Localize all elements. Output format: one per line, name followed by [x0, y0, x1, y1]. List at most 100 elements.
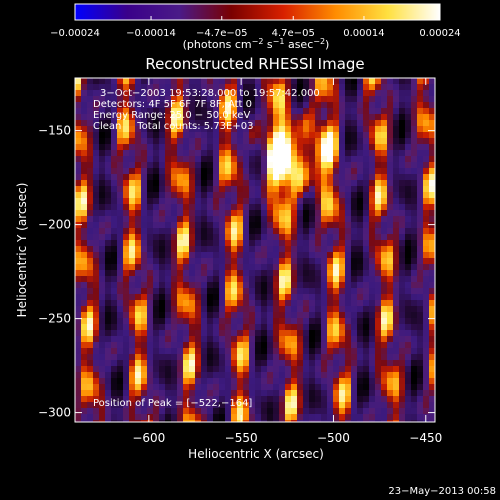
heatmap-cell [129, 132, 136, 139]
heatmap-cell [375, 210, 382, 217]
heatmap-cell [405, 246, 412, 253]
heatmap-cell [405, 288, 412, 295]
heatmap-cell [213, 162, 220, 169]
heatmap-cell [345, 210, 352, 217]
heatmap-cell [159, 138, 166, 145]
heatmap-cell [333, 342, 340, 349]
heatmap-cell [261, 120, 268, 127]
heatmap-cell [87, 210, 94, 217]
heatmap-cell [189, 312, 196, 319]
heatmap-cell [99, 348, 106, 355]
heatmap-cell [375, 336, 382, 343]
heatmap-cell [99, 78, 106, 85]
heatmap-cell [267, 330, 274, 337]
heatmap-cell [81, 276, 88, 283]
heatmap-cell [411, 318, 418, 325]
heatmap-cell [75, 90, 82, 97]
heatmap-cell [123, 294, 130, 301]
heatmap-cell [399, 300, 406, 307]
heatmap-cell [219, 84, 226, 91]
heatmap-cell [327, 420, 334, 422]
heatmap-cell [381, 168, 388, 175]
heatmap-cell [249, 270, 256, 277]
heatmap-cell [183, 342, 190, 349]
heatmap-cell [363, 78, 370, 85]
heatmap-cell [177, 168, 184, 175]
heatmap-cell [387, 336, 394, 343]
heatmap-cell [375, 258, 382, 265]
heatmap-cell [357, 408, 364, 415]
heatmap-cell [213, 402, 220, 409]
heatmap-cell [309, 114, 316, 121]
heatmap-cell [339, 192, 346, 199]
heatmap-cell [387, 342, 394, 349]
heatmap-cell [423, 258, 430, 265]
heatmap-cell [141, 270, 148, 277]
heatmap-cell [267, 276, 274, 283]
heatmap-cell [285, 234, 292, 241]
heatmap-cell [393, 348, 400, 355]
heatmap-cell [111, 228, 118, 235]
heatmap-cell [393, 378, 400, 385]
heatmap-cell [147, 192, 154, 199]
heatmap-cell [327, 336, 334, 343]
heatmap-cell [225, 144, 232, 151]
heatmap-cell [387, 78, 394, 85]
heatmap-cell [201, 210, 208, 217]
heatmap-cell [165, 102, 172, 109]
heatmap-cell [303, 162, 310, 169]
heatmap-cell [201, 168, 208, 175]
heatmap-cell [339, 378, 346, 385]
heatmap-cell [195, 84, 202, 91]
heatmap-cell [411, 312, 418, 319]
heatmap-cell [81, 84, 88, 91]
heatmap-cell [81, 102, 88, 109]
heatmap-cell [351, 144, 358, 151]
heatmap-cell [171, 78, 178, 85]
heatmap-cell [273, 162, 280, 169]
heatmap-cell [135, 84, 142, 91]
heatmap-cell [411, 354, 418, 361]
heatmap-cell [321, 180, 328, 187]
heatmap-cell [309, 84, 316, 91]
heatmap-cell [93, 288, 100, 295]
heatmap-cell [165, 336, 172, 343]
heatmap-cell [111, 396, 118, 403]
heatmap-cell [201, 162, 208, 169]
heatmap-cell [135, 168, 142, 175]
heatmap-cell [309, 186, 316, 193]
heatmap-cell [297, 264, 304, 271]
heatmap-cell [93, 234, 100, 241]
heatmap-cell [141, 144, 148, 151]
heatmap-cell [387, 390, 394, 397]
heatmap-cell [123, 354, 130, 361]
heatmap-cell [357, 198, 364, 205]
heatmap-cell [405, 390, 412, 397]
heatmap-cell [429, 396, 435, 403]
heatmap-cell [87, 168, 94, 175]
heatmap-cell [321, 234, 328, 241]
heatmap-cell [81, 318, 88, 325]
heatmap-cell [171, 114, 178, 121]
heatmap-cell [333, 150, 340, 157]
heatmap-cell [117, 408, 124, 415]
heatmap-cell [75, 228, 82, 235]
heatmap-cell [417, 348, 424, 355]
x-tick-label: −500 [317, 431, 350, 445]
heatmap-cell [279, 378, 286, 385]
heatmap-cell [315, 102, 322, 109]
heatmap-cell [213, 96, 220, 103]
heatmap-cell [399, 378, 406, 385]
heatmap-cell [417, 366, 424, 373]
heatmap-cell [111, 204, 118, 211]
heatmap-cell [177, 360, 184, 367]
heatmap-cell [105, 300, 112, 307]
heatmap-cell [375, 384, 382, 391]
heatmap-cell [201, 180, 208, 187]
heatmap-cell [429, 420, 435, 422]
heatmap-cell [183, 312, 190, 319]
heatmap-cell [231, 282, 238, 289]
heatmap-cell [75, 168, 82, 175]
heatmap-cell [147, 186, 154, 193]
heatmap-cell [405, 204, 412, 211]
